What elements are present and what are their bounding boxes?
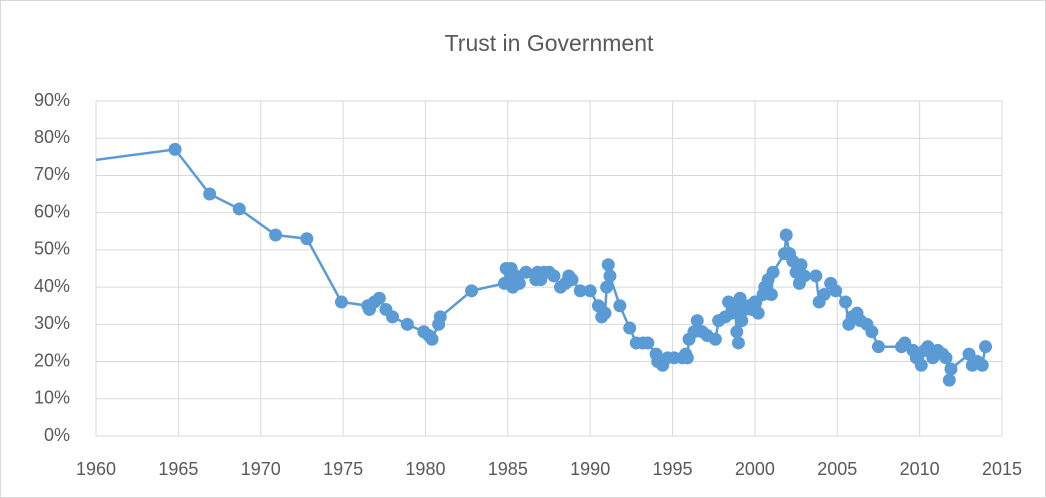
data-point: [797, 269, 811, 283]
data-point: [519, 265, 533, 279]
data-point: [708, 332, 722, 346]
x-tick-label: 1970: [241, 459, 281, 479]
y-tick-label: 10%: [34, 388, 70, 408]
data-point: [748, 295, 762, 309]
data-point: [962, 347, 976, 361]
data-point: [733, 291, 747, 305]
data-point: [728, 302, 742, 316]
x-tick-label: 1995: [653, 459, 693, 479]
data-point: [979, 340, 993, 354]
data-point: [865, 325, 879, 339]
data-point: [779, 228, 793, 242]
data-point: [465, 284, 479, 298]
data-point: [603, 269, 617, 283]
data-point: [764, 288, 778, 302]
data-point: [386, 310, 400, 324]
x-tick-label: 1960: [76, 459, 116, 479]
y-tick-label: 30%: [34, 313, 70, 333]
data-point: [425, 332, 439, 346]
data-point: [809, 269, 823, 283]
data-point: [598, 306, 612, 320]
data-point: [168, 142, 182, 156]
data-point: [730, 325, 744, 339]
x-tick-label: 1985: [488, 459, 528, 479]
data-point: [735, 314, 749, 328]
chart-title: Trust in Government: [445, 30, 654, 56]
data-point: [939, 351, 953, 365]
data-point: [600, 280, 614, 294]
data-point: [898, 336, 912, 350]
data-point: [690, 314, 704, 328]
data-point: [921, 340, 935, 354]
data-point: [547, 269, 561, 283]
data-point: [766, 265, 780, 279]
data-point: [944, 362, 958, 376]
x-tick-label: 2015: [982, 459, 1022, 479]
y-tick-label: 60%: [34, 201, 70, 221]
data-point: [601, 258, 615, 272]
data-point: [623, 321, 637, 335]
data-point: [817, 288, 831, 302]
data-point: [975, 358, 989, 372]
data-point: [914, 358, 928, 372]
y-tick-label: 80%: [34, 127, 70, 147]
data-point: [751, 306, 765, 320]
data-point: [573, 284, 587, 298]
data-point: [300, 232, 314, 246]
x-tick-label: 2000: [735, 459, 775, 479]
data-point: [433, 310, 447, 324]
data-point: [565, 273, 579, 287]
data-point: [583, 284, 597, 298]
data-point: [334, 295, 348, 309]
x-tick-label: 1975: [323, 459, 363, 479]
data-point: [794, 258, 808, 272]
y-tick-label: 50%: [34, 239, 70, 259]
data-point: [829, 284, 843, 298]
data-point: [641, 336, 655, 350]
data-point: [839, 295, 853, 309]
data-point: [203, 187, 217, 201]
data-point: [512, 276, 526, 290]
y-tick-label: 20%: [34, 350, 70, 370]
y-tick-label: 40%: [34, 276, 70, 296]
data-point: [871, 340, 885, 354]
y-tick-label: 90%: [34, 90, 70, 110]
data-point: [731, 336, 745, 350]
data-point: [942, 373, 956, 387]
y-tick-label: 0%: [44, 425, 70, 445]
y-tick-label: 70%: [34, 164, 70, 184]
data-point: [680, 351, 694, 365]
data-point: [613, 299, 627, 313]
x-tick-label: 1990: [570, 459, 610, 479]
data-point: [372, 291, 386, 305]
x-tick-label: 1980: [405, 459, 445, 479]
x-tick-label: 1965: [158, 459, 198, 479]
x-tick-label: 2005: [817, 459, 857, 479]
data-point: [400, 317, 414, 331]
data-point: [269, 228, 283, 242]
x-tick-label: 2010: [900, 459, 940, 479]
data-point: [232, 202, 246, 216]
